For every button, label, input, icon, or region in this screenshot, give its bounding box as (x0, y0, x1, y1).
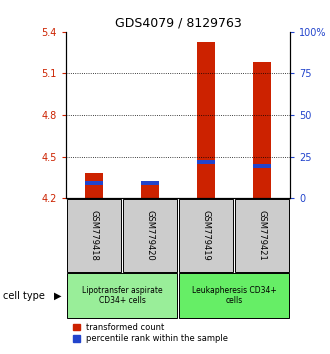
Title: GDS4079 / 8129763: GDS4079 / 8129763 (115, 16, 242, 29)
Text: GSM779419: GSM779419 (202, 210, 211, 261)
Text: ▶: ▶ (54, 291, 61, 301)
FancyBboxPatch shape (179, 273, 289, 318)
Bar (85, 181, 103, 185)
Text: GSM779418: GSM779418 (89, 210, 99, 261)
FancyBboxPatch shape (67, 273, 177, 318)
Bar (197, 41, 215, 198)
Bar (141, 184, 159, 198)
Text: GSM779420: GSM779420 (146, 210, 155, 261)
Bar (253, 164, 271, 169)
FancyBboxPatch shape (67, 199, 121, 272)
Text: cell type: cell type (3, 291, 45, 301)
Bar (141, 181, 159, 185)
Legend: transformed count, percentile rank within the sample: transformed count, percentile rank withi… (73, 323, 228, 343)
FancyBboxPatch shape (235, 199, 289, 272)
FancyBboxPatch shape (123, 199, 177, 272)
Text: Lipotransfer aspirate
CD34+ cells: Lipotransfer aspirate CD34+ cells (82, 286, 162, 305)
Bar (197, 160, 215, 164)
Bar (253, 62, 271, 198)
Text: Leukapheresis CD34+
cells: Leukapheresis CD34+ cells (192, 286, 277, 305)
FancyBboxPatch shape (179, 199, 233, 272)
Text: GSM779421: GSM779421 (258, 210, 267, 261)
Bar (85, 173, 103, 198)
